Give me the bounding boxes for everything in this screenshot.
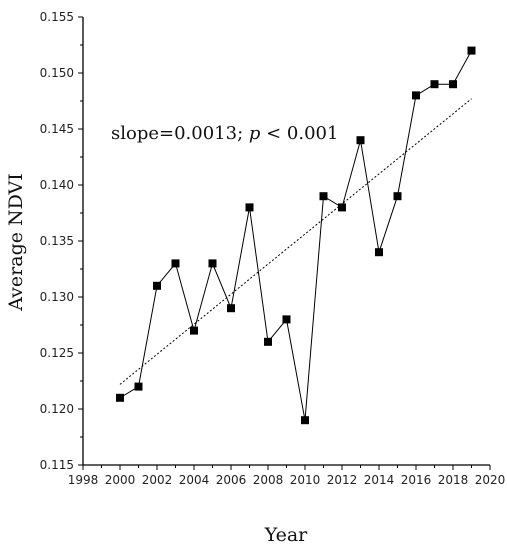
data-point-marker bbox=[319, 192, 328, 201]
x-axis-title: Year bbox=[264, 524, 308, 546]
data-point-marker bbox=[301, 416, 309, 425]
y-tick-label: 0.145 bbox=[40, 122, 74, 136]
data-point-marker bbox=[467, 46, 476, 55]
y-tick-label: 0.115 bbox=[40, 458, 74, 472]
data-point-marker bbox=[134, 382, 143, 391]
y-tick-label: 0.155 bbox=[40, 10, 74, 24]
y-axis-title: Average NDVI bbox=[5, 173, 27, 312]
data-point-marker bbox=[412, 91, 420, 100]
data-point-marker bbox=[227, 304, 235, 313]
x-tick-label: 2020 bbox=[475, 473, 506, 487]
x-tick-label: 2000 bbox=[105, 473, 136, 487]
data-point-marker bbox=[449, 80, 457, 89]
x-tick-label: 2010 bbox=[290, 473, 321, 487]
data-point-marker bbox=[430, 80, 439, 89]
x-tick-label: 2004 bbox=[179, 473, 210, 487]
y-tick-label: 0.120 bbox=[40, 402, 74, 416]
x-axis-ticks: 1998 2000 2002 2004 2006 2008 2010 2012 2014 2016… bbox=[68, 465, 506, 487]
data-point-marker bbox=[245, 203, 254, 212]
data-point-marker bbox=[356, 136, 365, 145]
annotation-text: slope=0.0013; p < 0.001 bbox=[111, 123, 338, 144]
y-tick-label: 0.125 bbox=[40, 346, 74, 360]
data-point-marker bbox=[116, 393, 124, 402]
y-axis-ticks: 0.115 0.120 0.125 0.130 0.135 0.140 0.145 0.150… bbox=[40, 10, 83, 472]
x-tick-label: 2006 bbox=[216, 473, 247, 487]
y-tick-label: 0.140 bbox=[40, 178, 74, 192]
annotation-suffix: < 0.001 bbox=[260, 123, 338, 144]
trend-layer bbox=[119, 98, 472, 385]
x-tick-label: 1998 bbox=[68, 473, 99, 487]
y-tick-label: 0.150 bbox=[40, 66, 74, 80]
annotation-p-symbol: p bbox=[249, 123, 261, 144]
data-point-marker bbox=[393, 192, 402, 201]
trend-line bbox=[119, 98, 472, 385]
data-point-marker bbox=[171, 259, 180, 268]
plot-area: 1998 2000 2002 2004 2006 2008 2010 2012 2014 2016… bbox=[40, 10, 506, 487]
y-tick-label: 0.135 bbox=[40, 234, 74, 248]
x-tick-label: 2012 bbox=[327, 473, 358, 487]
x-tick-label: 2014 bbox=[364, 473, 395, 487]
x-tick-label: 2002 bbox=[142, 473, 173, 487]
data-point-marker bbox=[282, 315, 291, 324]
data-point-marker bbox=[190, 326, 198, 335]
data-point-marker bbox=[338, 203, 346, 212]
annotation-prefix: slope=0.0013; bbox=[111, 123, 249, 144]
data-point-marker bbox=[153, 281, 161, 290]
x-tick-label: 2008 bbox=[253, 473, 284, 487]
series-layer bbox=[116, 46, 476, 425]
x-tick-label: 2018 bbox=[438, 473, 469, 487]
y-tick-label: 0.130 bbox=[40, 290, 74, 304]
series-line bbox=[119, 50, 472, 421]
data-point-marker bbox=[208, 259, 217, 268]
data-point-marker bbox=[375, 248, 383, 257]
data-point-marker bbox=[264, 337, 272, 346]
x-tick-label: 2016 bbox=[401, 473, 432, 487]
